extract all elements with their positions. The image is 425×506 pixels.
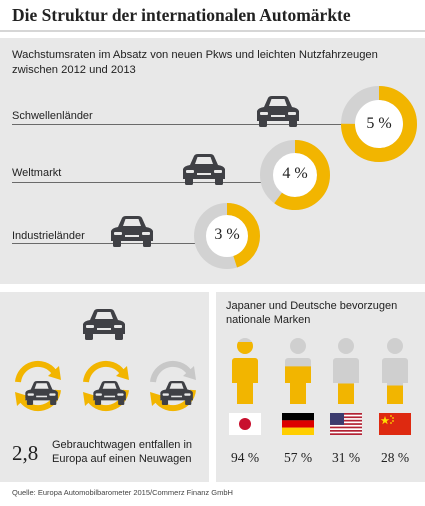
pct-usa: 31 %: [331, 450, 361, 465]
row-label-industrielaender: Industrieländer: [12, 230, 85, 242]
circular-arrows-icon: [83, 360, 129, 412]
growth-value-schwellenlaender: 5 %: [366, 115, 392, 132]
new-car-icon: [80, 307, 128, 341]
used-cars-ratio: 2,8: [12, 441, 39, 465]
row-line-schwellenlaender: [12, 124, 348, 125]
row-label-weltmarkt: Weltmarkt: [12, 167, 62, 179]
row-line-industrielaender: [12, 243, 206, 244]
source-note: Quelle: Europa Automobilbarometer 2015/C…: [12, 488, 233, 497]
person-icon-china: [382, 338, 408, 404]
page-title: Die Struktur der internationalen Automär…: [12, 5, 351, 25]
pct-germany: 57 %: [283, 450, 313, 465]
pct-china: 28 %: [380, 450, 410, 465]
row-label-schwellenlaender: Schwellenländer: [12, 110, 93, 122]
growth-subtitle: Wachstumsraten im Absatz von neuen Pkws …: [12, 49, 378, 76]
germany-flag: [282, 413, 314, 435]
person-icon-germany: [285, 338, 311, 404]
usa-flag: [330, 413, 362, 435]
china-flag: [379, 413, 411, 435]
circular-arrows-partial-icon: [150, 360, 196, 412]
person-icon-japan: [232, 338, 258, 404]
growth-value-industrielaender: 3 %: [214, 226, 240, 243]
growth-ring-schwellenlaender: [341, 86, 417, 162]
row-line-weltmarkt: [12, 182, 264, 183]
person-icon-usa: [333, 338, 359, 404]
japan-flag: [229, 413, 261, 435]
circular-arrows-icon: [15, 360, 61, 412]
car-icon: [180, 152, 228, 186]
title-divider: [0, 30, 425, 32]
growth-value-weltmarkt: 4 %: [282, 165, 308, 182]
car-icon: [108, 214, 156, 248]
growth-ring-weltmarkt: [260, 140, 330, 210]
used-cars-caption: Gebrauchtwagen entfallen in Europa auf e…: [52, 439, 193, 465]
growth-ring-industrielaender: [194, 203, 260, 269]
car-icon: [254, 94, 302, 128]
brand-loyalty-title: Japaner und Deutsche bevorzugen national…: [226, 300, 398, 326]
pct-japan: 94 %: [230, 450, 260, 465]
